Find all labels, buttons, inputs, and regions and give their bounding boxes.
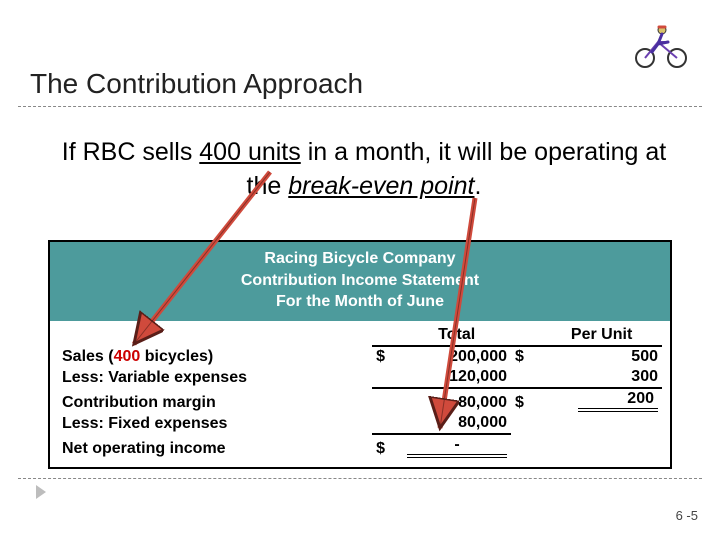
- footer-divider: [18, 478, 702, 479]
- row-label: Less: Fixed expenses: [58, 413, 372, 434]
- col-perunit-header: Per Unit: [541, 325, 662, 346]
- row-total-val: 120,000: [402, 367, 511, 388]
- statement-header-line: Contribution Income Statement: [54, 270, 666, 292]
- table-row: Contribution margin 80,000 $ 200: [58, 388, 662, 413]
- cyclist-icon: [630, 18, 692, 68]
- intro-text: If RBC sells 400 units in a month, it wi…: [58, 136, 670, 204]
- page-number: 6 -5: [676, 508, 698, 523]
- table-row: Sales (400 bicycles) $ 200,000 $ 500: [58, 346, 662, 367]
- intro-suffix: .: [474, 172, 481, 200]
- intro-prefix: If RBC sells: [62, 138, 200, 166]
- slide-title: The Contribution Approach: [30, 68, 690, 100]
- row-label: Less: Variable expenses: [58, 367, 372, 388]
- row-total-val: 80,000: [402, 413, 511, 434]
- row-unit-cur: [511, 367, 541, 388]
- row-unit-val: [541, 434, 662, 459]
- statement-header-line: Racing Bicycle Company: [54, 248, 666, 270]
- table-row: Less: Fixed expenses 80,000: [58, 413, 662, 434]
- row-unit-val: 200: [578, 390, 658, 412]
- row-unit-cur: [511, 434, 541, 459]
- statement-table: Total Per Unit Sales (400 bicycles) $ 20…: [58, 325, 662, 459]
- table-row: Net operating income $ -: [58, 434, 662, 459]
- row-unit-cur: $: [511, 346, 541, 367]
- row-label-qty: 400: [114, 348, 141, 365]
- intro-breakeven: break-even point: [288, 172, 474, 200]
- row-total-val: 200,000: [402, 346, 511, 367]
- row-label-pre: Sales (: [62, 348, 114, 365]
- bullet-triangle-icon: [36, 485, 46, 499]
- row-label: Contribution margin: [58, 388, 372, 413]
- row-unit-cur: $: [511, 388, 541, 413]
- statement-header-line: For the Month of June: [54, 291, 666, 313]
- statement-body: Total Per Unit Sales (400 bicycles) $ 20…: [50, 321, 670, 467]
- row-total-cur: [372, 388, 402, 413]
- col-total-header: Total: [402, 325, 511, 346]
- column-header-row: Total Per Unit: [58, 325, 662, 346]
- row-unit-val: 300: [541, 367, 662, 388]
- row-label: Net operating income: [58, 434, 372, 459]
- row-label-post: bicycles): [140, 348, 213, 365]
- row-total-cur: [372, 413, 402, 434]
- row-total-cur: $: [372, 434, 402, 459]
- row-unit-val: 500: [541, 346, 662, 367]
- row-unit-val: [541, 413, 662, 434]
- slide: { "title": "The Contribution Approach", …: [0, 0, 720, 540]
- row-total-cur: $: [372, 346, 402, 367]
- row-total-val: 80,000: [402, 388, 511, 413]
- row-total-val: -: [407, 436, 507, 458]
- row-unit-cur: [511, 413, 541, 434]
- title-divider: [18, 106, 702, 107]
- slide-title-area: The Contribution Approach: [30, 68, 690, 100]
- statement-header: Racing Bicycle Company Contribution Inco…: [50, 242, 670, 321]
- intro-units: 400 units: [199, 138, 300, 166]
- income-statement: Racing Bicycle Company Contribution Inco…: [48, 240, 672, 469]
- table-row: Less: Variable expenses 120,000 300: [58, 367, 662, 388]
- row-total-cur: [372, 367, 402, 388]
